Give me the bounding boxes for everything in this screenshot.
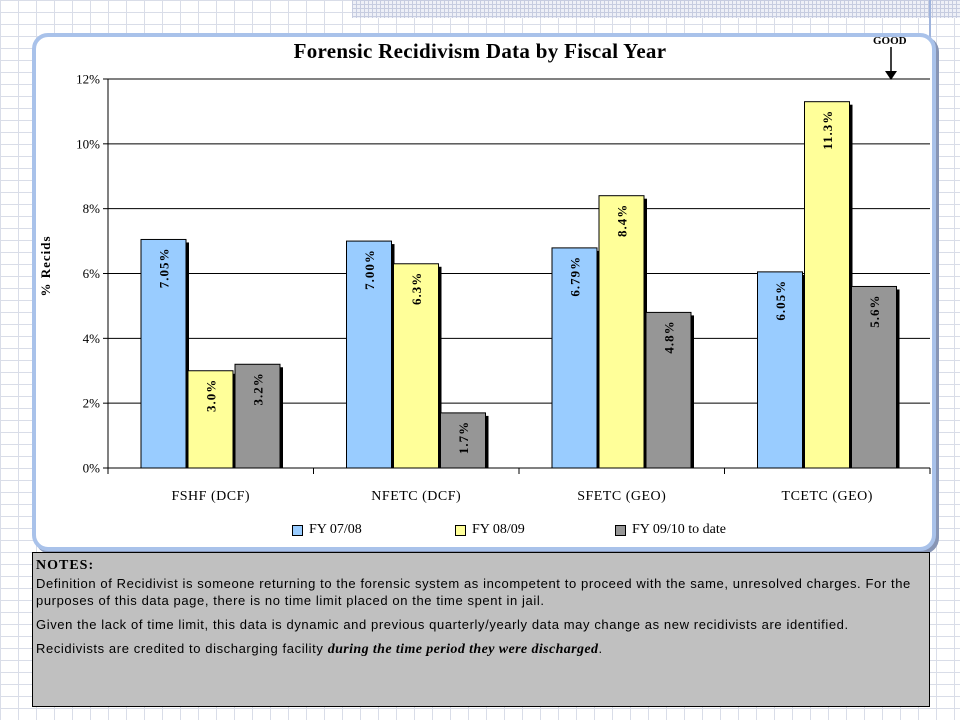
good-annotation: GOOD <box>873 35 907 47</box>
right-decoration-line <box>929 0 931 50</box>
bar <box>234 363 281 469</box>
legend-swatch <box>292 524 303 536</box>
x-tick-label: FSHF (DCF) <box>171 489 250 504</box>
bar <box>440 412 486 469</box>
legend-label: FY 09/10 to date <box>632 522 726 537</box>
notes-credit-suffix: . <box>598 641 603 656</box>
data-label: 1.7% <box>456 421 471 454</box>
chart-title: Forensic Recidivism Data by Fiscal Year <box>293 39 667 63</box>
y-tick-label: 0% <box>83 461 101 476</box>
bar <box>645 311 692 469</box>
bar <box>393 263 439 469</box>
data-label: 6.3% <box>409 272 424 305</box>
notes-credit-prefix: Recidivists are credited to discharging … <box>36 641 328 656</box>
notes-panel: NOTES: Definition of Recidivist is someo… <box>32 552 930 707</box>
x-tick-label: SFETC (GEO) <box>577 489 666 504</box>
y-tick-label: 6% <box>83 266 101 281</box>
down-arrow-icon <box>885 47 897 80</box>
legend-item: FY 08/09 <box>455 522 525 538</box>
notes-definition: Definition of Recidivist is someone retu… <box>36 576 911 608</box>
bar <box>804 101 850 469</box>
bar <box>757 271 803 469</box>
data-label: 6.05% <box>773 280 788 321</box>
data-label: 8.4% <box>615 204 630 237</box>
y-tick-label: 8% <box>83 201 101 216</box>
bar <box>187 370 234 469</box>
notes-credit-emphasis: during the time period they were dischar… <box>327 642 599 657</box>
notes-credit: Recidivists are credited to discharging … <box>36 640 925 658</box>
data-label: 3.0% <box>204 379 219 412</box>
data-label: 6.79% <box>568 256 583 297</box>
legend-item: FY 09/10 to date <box>615 522 726 538</box>
y-tick-label: 12% <box>76 72 100 87</box>
bar <box>851 285 897 469</box>
notes-time-limit: Given the lack of time limit, this data … <box>36 617 849 632</box>
data-label: 5.6% <box>867 294 882 327</box>
bar <box>140 238 187 469</box>
bar <box>551 247 598 469</box>
top-decoration-band <box>352 0 960 18</box>
chart-legend: FY 07/08 FY 08/09 FY 09/10 to date <box>0 522 960 540</box>
notes-heading: NOTES: <box>36 558 95 573</box>
x-tick-label: NFETC (DCF) <box>371 489 461 504</box>
bar <box>346 240 392 469</box>
legend-swatch <box>455 524 466 536</box>
y-tick-label: 10% <box>76 136 100 151</box>
legend-label: FY 08/09 <box>472 522 525 537</box>
legend-swatch <box>615 524 626 536</box>
data-label: 7.00% <box>362 249 377 290</box>
legend-label: FY 07/08 <box>309 522 362 537</box>
bar <box>598 195 645 469</box>
data-label: 4.8% <box>662 320 677 353</box>
y-tick-label: 2% <box>83 396 101 411</box>
y-tick-label: 4% <box>83 331 101 346</box>
data-label: 7.05% <box>157 247 172 288</box>
data-label: 11.3% <box>820 110 835 150</box>
x-tick-label: TCETC (GEO) <box>782 489 873 504</box>
data-label: 3.2% <box>251 372 266 405</box>
legend-item: FY 07/08 <box>292 522 362 538</box>
